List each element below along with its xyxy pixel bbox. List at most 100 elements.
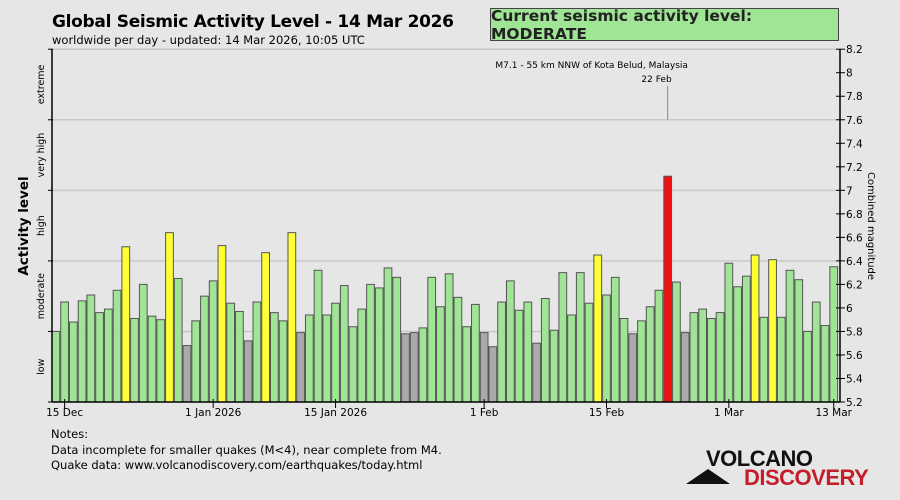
bar xyxy=(549,329,559,403)
y-axis-title: Activity level xyxy=(16,176,32,275)
bar xyxy=(759,316,769,403)
bar xyxy=(313,269,323,403)
bar xyxy=(471,303,480,403)
bar xyxy=(348,326,358,403)
bar xyxy=(820,325,830,403)
bar xyxy=(331,302,340,403)
logo-text-discovery: DISCOVERY xyxy=(744,465,869,490)
x-tick-label: 1 Mar xyxy=(714,407,745,419)
current-level-badge: Current seismic activity level: MODERATE xyxy=(490,7,839,43)
bar xyxy=(296,332,305,403)
bar xyxy=(488,346,498,403)
bar xyxy=(121,246,131,403)
bar xyxy=(366,283,375,403)
bar xyxy=(401,333,410,403)
bar xyxy=(584,302,594,403)
bar xyxy=(86,294,96,403)
level-label: low xyxy=(36,358,47,374)
bar xyxy=(776,316,786,403)
x-tick-label: 15 Jan 2026 xyxy=(304,407,367,419)
bar xyxy=(741,275,751,403)
level-label: moderate xyxy=(36,273,47,319)
volcanodiscovery-logo: VOLCANO DISCOVERY xyxy=(684,446,869,490)
bar xyxy=(287,232,297,403)
x-tick-label: 1 Jan 2026 xyxy=(185,407,242,419)
right-tick-label: 7 xyxy=(846,185,853,197)
right-tick-label: 8.2 xyxy=(846,44,863,56)
right-tick-label: 8 xyxy=(846,68,853,80)
bars xyxy=(51,175,839,403)
notes-line-2: Quake data: www.volcanodiscovery.com/ear… xyxy=(51,458,423,472)
bar xyxy=(68,321,78,403)
bar xyxy=(418,327,428,403)
bar xyxy=(645,306,655,403)
bar xyxy=(785,269,795,403)
right-tick-label: 6.8 xyxy=(846,209,863,221)
bar xyxy=(77,300,87,403)
annotation-text: M7.1 - 55 km NNW of Kota Belud, Malaysia xyxy=(495,61,688,71)
bar xyxy=(95,312,104,403)
bar xyxy=(182,345,192,403)
bar xyxy=(829,266,839,403)
right-tick-label: 7.4 xyxy=(846,138,863,150)
bar xyxy=(339,285,349,403)
bar xyxy=(672,281,681,403)
bar xyxy=(243,340,253,403)
bar xyxy=(374,287,384,403)
annotation: M7.1 - 55 km NNW of Kota Belud, Malaysia… xyxy=(495,61,688,120)
bar xyxy=(270,312,279,403)
bar xyxy=(540,298,550,403)
x-tick-label: 15 Dec xyxy=(46,407,83,419)
x-tick-label: 15 Feb xyxy=(589,407,625,419)
bar xyxy=(654,289,664,403)
notes-line-1: Data incomplete for smaller quakes (M<4)… xyxy=(51,442,442,457)
notes: Notes: Data incomplete for smaller quake… xyxy=(51,427,442,474)
bar xyxy=(278,320,288,403)
bar xyxy=(103,308,113,403)
bar xyxy=(208,280,218,403)
volcano-icon xyxy=(686,469,730,484)
right-tick-label: 6.6 xyxy=(846,232,863,244)
x-tick-label: 1 Feb xyxy=(470,407,499,419)
bar xyxy=(392,276,402,403)
bar xyxy=(637,320,646,403)
right-tick-label: 5.6 xyxy=(846,350,863,362)
page-subtitle: worldwide per day - updated: 14 Mar 2026… xyxy=(52,33,365,47)
right-tick-label: 6 xyxy=(846,303,853,315)
bar xyxy=(558,272,568,403)
right-tick-label: 7.8 xyxy=(846,91,863,103)
bar xyxy=(698,308,708,403)
bar xyxy=(497,301,506,403)
bar xyxy=(138,283,148,403)
bar xyxy=(602,294,611,403)
bar xyxy=(409,332,419,403)
bar xyxy=(147,315,157,403)
bar xyxy=(768,259,777,403)
bar xyxy=(505,280,515,403)
bar xyxy=(156,319,166,403)
right-tick-label: 7.6 xyxy=(846,115,863,127)
bar xyxy=(532,342,541,403)
bar xyxy=(514,309,524,403)
level-label: high xyxy=(36,215,47,236)
bar xyxy=(811,301,821,403)
bar xyxy=(226,302,236,403)
bar xyxy=(689,312,699,403)
x-tick-label: 13 Mar xyxy=(815,407,852,419)
bar xyxy=(628,333,638,403)
bar xyxy=(733,286,742,403)
bar xyxy=(191,320,201,403)
right-tick-label: 5.4 xyxy=(846,373,863,385)
bar xyxy=(479,332,489,403)
bar xyxy=(427,276,437,403)
logo-text-volcano: VOLCANO xyxy=(706,446,813,471)
level-label: extreme xyxy=(36,64,47,104)
bar xyxy=(130,318,139,403)
right-tick-label: 5.2 xyxy=(846,397,863,409)
bar xyxy=(217,245,227,403)
bar xyxy=(593,254,603,403)
bar xyxy=(112,289,122,403)
right-tick-label: 7.2 xyxy=(846,162,863,174)
bar xyxy=(707,318,716,403)
